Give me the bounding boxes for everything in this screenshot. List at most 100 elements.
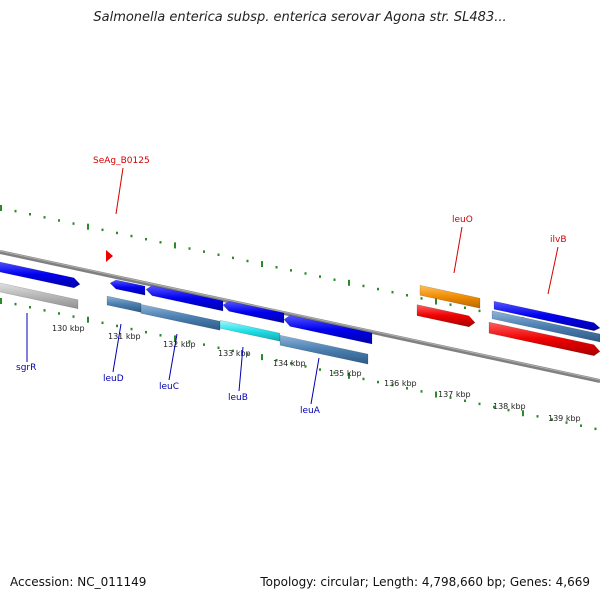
minor-tick [145, 330, 147, 334]
minor-tick [420, 390, 423, 393]
gene-label[interactable]: sgrR [16, 363, 36, 373]
major-tick [87, 223, 89, 230]
minor-tick [362, 377, 365, 381]
minor-tick [203, 343, 205, 346]
minor-tick [159, 241, 162, 244]
gene-label[interactable]: leuA [300, 406, 321, 416]
gene-label[interactable]: SeAg_B0125 [93, 156, 150, 166]
minor-tick [72, 222, 75, 225]
feature-leua-gene[interactable] [283, 315, 373, 345]
feature-leuo-cds[interactable] [419, 284, 481, 309]
minor-tick [580, 424, 582, 427]
minor-tick [275, 265, 278, 269]
ruler-label: 136 kbp [384, 379, 417, 388]
minor-tick [130, 234, 133, 238]
minor-tick [478, 402, 481, 406]
feature-track [0, 250, 600, 365]
minor-tick [290, 269, 292, 272]
minor-tick [14, 302, 17, 306]
feature-ilvb-cds[interactable] [491, 310, 600, 343]
gene-label[interactable]: ilvB [550, 235, 567, 245]
minor-tick [14, 209, 17, 213]
minor-tick [565, 421, 568, 424]
feature-leud-cds[interactable] [106, 295, 142, 313]
minor-tick [449, 396, 452, 399]
feature-leuc-cds[interactable] [140, 304, 221, 331]
feature-leub-gene[interactable] [222, 300, 285, 324]
minor-tick [406, 294, 408, 297]
feature-gray-left[interactable] [0, 282, 79, 310]
minor-tick [406, 387, 408, 390]
gene-leader-line [112, 323, 122, 373]
gene-leader-line [168, 333, 178, 381]
minor-tick [116, 231, 118, 235]
topology-text: Topology: circular; Length: 4,798,660 bp… [260, 575, 590, 589]
major-tick [0, 298, 2, 304]
backbone-line [0, 250, 600, 383]
feature-ilvb-red[interactable] [488, 321, 600, 356]
major-tick [174, 335, 176, 342]
gene-label[interactable]: leuC [159, 382, 179, 392]
ruler-label: 138 kbp [493, 402, 526, 411]
feature-ilvb-gene[interactable] [493, 300, 600, 331]
accession-text: Accession: NC_011149 [10, 575, 147, 589]
minor-tick [58, 219, 60, 222]
feature-leub-cds[interactable] [219, 319, 281, 342]
minor-tick [29, 212, 31, 216]
minor-tick [449, 303, 452, 306]
ruler-label: 130 kbp [52, 324, 85, 333]
minor-tick [246, 259, 249, 263]
minor-tick [232, 256, 234, 260]
minor-tick [116, 324, 118, 328]
minor-tick [594, 427, 597, 431]
minor-tick [217, 253, 220, 257]
minor-tick [290, 362, 292, 365]
minor-tick [420, 297, 423, 300]
minor-tick [319, 368, 321, 371]
ruler-label: 132 kbp [163, 340, 196, 349]
minor-tick [478, 309, 481, 313]
minor-tick [391, 383, 394, 387]
major-tick [348, 279, 350, 286]
gene-leader-line [453, 226, 463, 274]
gene-leader-line [115, 167, 124, 215]
minor-tick [188, 340, 191, 343]
major-tick [174, 242, 176, 249]
minor-tick [188, 247, 191, 250]
ruler-labels: 130 kbp 131 kbp 132 kbp 133 kbp 134 kbp 135 k… [52, 324, 581, 423]
feature-seag-b0125-marker[interactable] [106, 250, 113, 262]
minor-tick [377, 380, 379, 384]
minor-tick [246, 352, 249, 356]
minor-tick [507, 408, 510, 412]
minor-tick [493, 405, 495, 409]
major-tick [0, 205, 2, 211]
minor-tick [232, 349, 234, 353]
gene-label[interactable]: leuO [452, 215, 473, 225]
backbone-highlight [0, 250, 600, 381]
feature-leua-cds[interactable] [279, 334, 369, 365]
minor-tick [43, 216, 46, 219]
ruler-label: 133 kbp [218, 349, 251, 358]
genome-backbone [0, 250, 600, 383]
minor-tick [159, 334, 162, 337]
major-tick [435, 298, 437, 305]
major-tick [87, 316, 89, 323]
minor-tick [391, 290, 394, 294]
minor-tick [29, 305, 31, 309]
gene-label[interactable]: leuB [228, 393, 248, 403]
major-tick [261, 354, 263, 361]
feature-leuc-gene[interactable] [145, 285, 224, 312]
feature-leuo-gene[interactable] [416, 304, 476, 328]
feature-leud-gene[interactable] [109, 279, 146, 296]
minor-tick [275, 358, 278, 362]
feature-blue-left[interactable] [0, 261, 81, 289]
minor-tick [304, 365, 307, 368]
minor-tick [333, 278, 336, 281]
map-title: Salmonella enterica subsp. enterica sero… [93, 10, 507, 25]
minor-tick [101, 228, 104, 232]
gene-leader-line [547, 246, 559, 295]
gene-label[interactable]: leuD [103, 374, 124, 384]
ruler-label: 135 kbp [329, 369, 362, 378]
ruler-label: 139 kbp [548, 414, 581, 423]
